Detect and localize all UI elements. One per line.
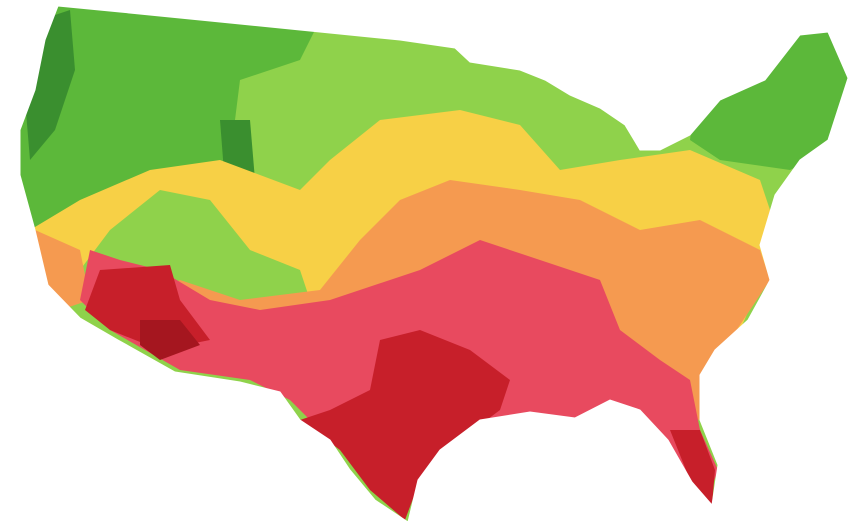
region-green: [20, 6, 330, 240]
region-red-florida: [670, 430, 715, 505]
us-outline: [19, 5, 849, 523]
region-green-northeast: [690, 20, 848, 170]
region-red-texas: [300, 330, 510, 520]
region-dark-red: [140, 320, 200, 360]
